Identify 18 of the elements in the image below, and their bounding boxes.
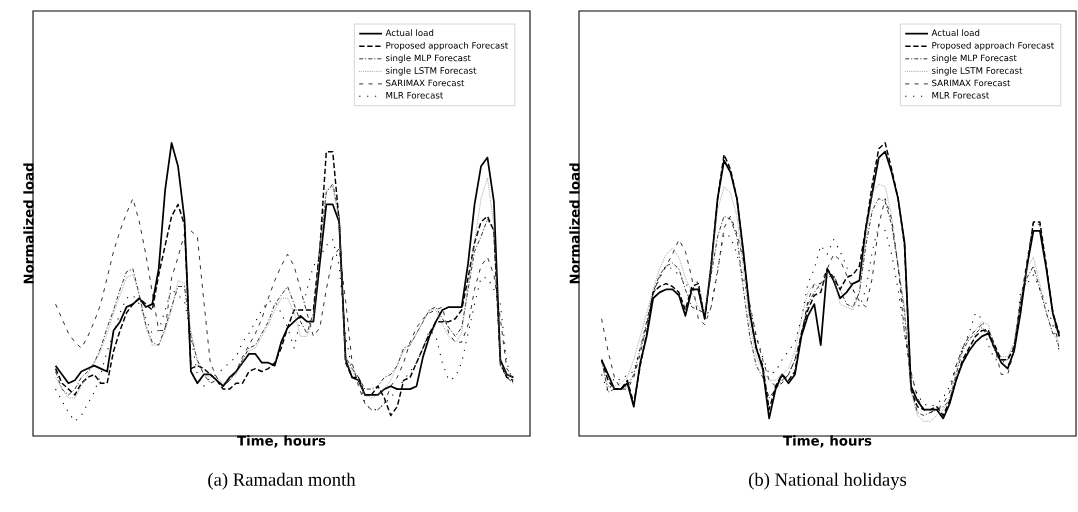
legend-label: Actual load — [931, 29, 980, 37]
legend-label: single MLP Forecast — [385, 54, 471, 63]
y-axis-title: Normalized load — [569, 163, 580, 284]
x-axis-title: Time, hours — [783, 435, 872, 448]
legend-label: Actual load — [385, 29, 434, 37]
legend-label: single MLP Forecast — [931, 54, 1017, 63]
legend-label: single LSTM Forecast — [931, 67, 1023, 76]
legend-label: Proposed approach Forecast — [386, 41, 508, 51]
text: (a) Ramadan month — [208, 472, 356, 490]
legend-label: Proposed approach Forecast — [932, 41, 1054, 51]
legend-label: SARIMAX Forecast — [386, 79, 465, 87]
legend-label: single LSTM Forecast — [385, 67, 477, 76]
legend-label: MLR Forecast — [932, 92, 990, 99]
legend-label: MLR Forecast — [386, 92, 444, 99]
text: (b) National holidays — [749, 472, 907, 490]
y-axis-title: Normalized load — [23, 163, 34, 284]
x-axis-title: Time, hours — [237, 435, 326, 448]
legend-label: SARIMAX Forecast — [932, 79, 1011, 87]
